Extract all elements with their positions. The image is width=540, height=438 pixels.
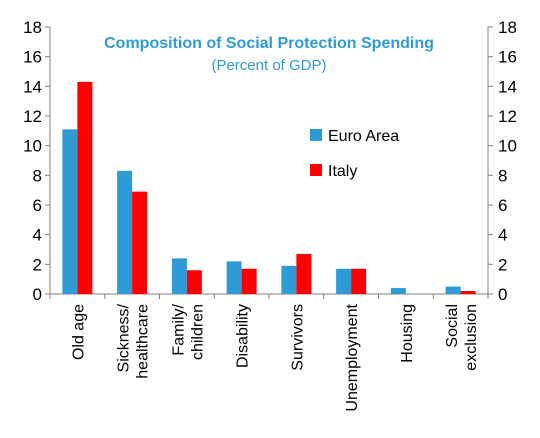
y-tick-label-left: 4	[33, 226, 42, 245]
y-tick-label-left: 10	[23, 137, 42, 156]
legend-label: Euro Area	[328, 128, 399, 145]
bar-euro-area	[62, 129, 78, 294]
category-label: children	[189, 304, 206, 360]
y-tick-label-right: 0	[498, 285, 507, 304]
bar-italy	[351, 268, 367, 294]
category-label: Disability	[235, 304, 252, 368]
category-label: healthcare	[135, 304, 152, 379]
bar-euro-area	[390, 288, 406, 294]
bar-euro-area	[445, 286, 461, 294]
category-label: Survivors	[289, 304, 306, 371]
legend: Euro Area Italy	[310, 128, 399, 180]
axes: 0 0 2 2 4 4 6 6 8 8 10 10 12 12 14 14 16 16 18 18	[23, 18, 517, 304]
category-label: Sickness/	[116, 303, 133, 372]
chart-subtitle: (Percent of GDP)	[211, 57, 326, 74]
category-label: Family/	[170, 303, 187, 355]
category-label: Old age	[70, 304, 87, 360]
y-tick-label-left: 16	[23, 48, 42, 67]
bar-italy	[460, 291, 476, 294]
bar-euro-area	[336, 268, 352, 294]
bar-euro-area	[117, 170, 133, 294]
y-tick-label-right: 2	[498, 255, 507, 274]
y-tick-label-right: 4	[498, 226, 507, 245]
category-label: Unemployment	[344, 303, 361, 411]
bar-italy	[241, 268, 257, 294]
bar-italy	[186, 270, 202, 294]
category-label: Social	[444, 304, 461, 348]
bar-euro-area	[281, 265, 297, 294]
y-tick-label-right: 16	[498, 48, 517, 67]
chart-title: Composition of Social Protection Spendin…	[104, 35, 434, 52]
y-tick-label-right: 18	[498, 18, 517, 37]
y-tick-label-left: 14	[23, 77, 42, 96]
category-label: exclusion	[463, 304, 480, 371]
y-tick-label-left: 18	[23, 18, 42, 37]
bar-euro-area	[226, 261, 242, 294]
y-tick-label-right: 14	[498, 77, 517, 96]
bar-italy	[77, 81, 93, 294]
y-tick-label-right: 8	[498, 166, 507, 185]
bar-euro-area	[171, 258, 187, 294]
legend-swatch	[310, 164, 322, 176]
y-tick-label-left: 0	[33, 285, 42, 304]
category-labels: Old age Sickness/healthcare Family/childre…	[70, 303, 480, 411]
category-label: Housing	[399, 304, 416, 363]
legend-label: Italy	[328, 163, 357, 180]
bar-italy	[132, 191, 148, 294]
y-tick-label-left: 8	[33, 166, 42, 185]
bars	[62, 81, 476, 294]
y-tick-label-right: 10	[498, 137, 517, 156]
y-tick-label-left: 2	[33, 255, 42, 274]
y-tick-label-left: 12	[23, 107, 42, 126]
y-tick-label-right: 6	[498, 196, 507, 215]
y-tick-label-right: 12	[498, 107, 517, 126]
legend-swatch	[310, 129, 322, 141]
y-tick-label-left: 6	[33, 196, 42, 215]
bar-italy	[296, 253, 312, 294]
